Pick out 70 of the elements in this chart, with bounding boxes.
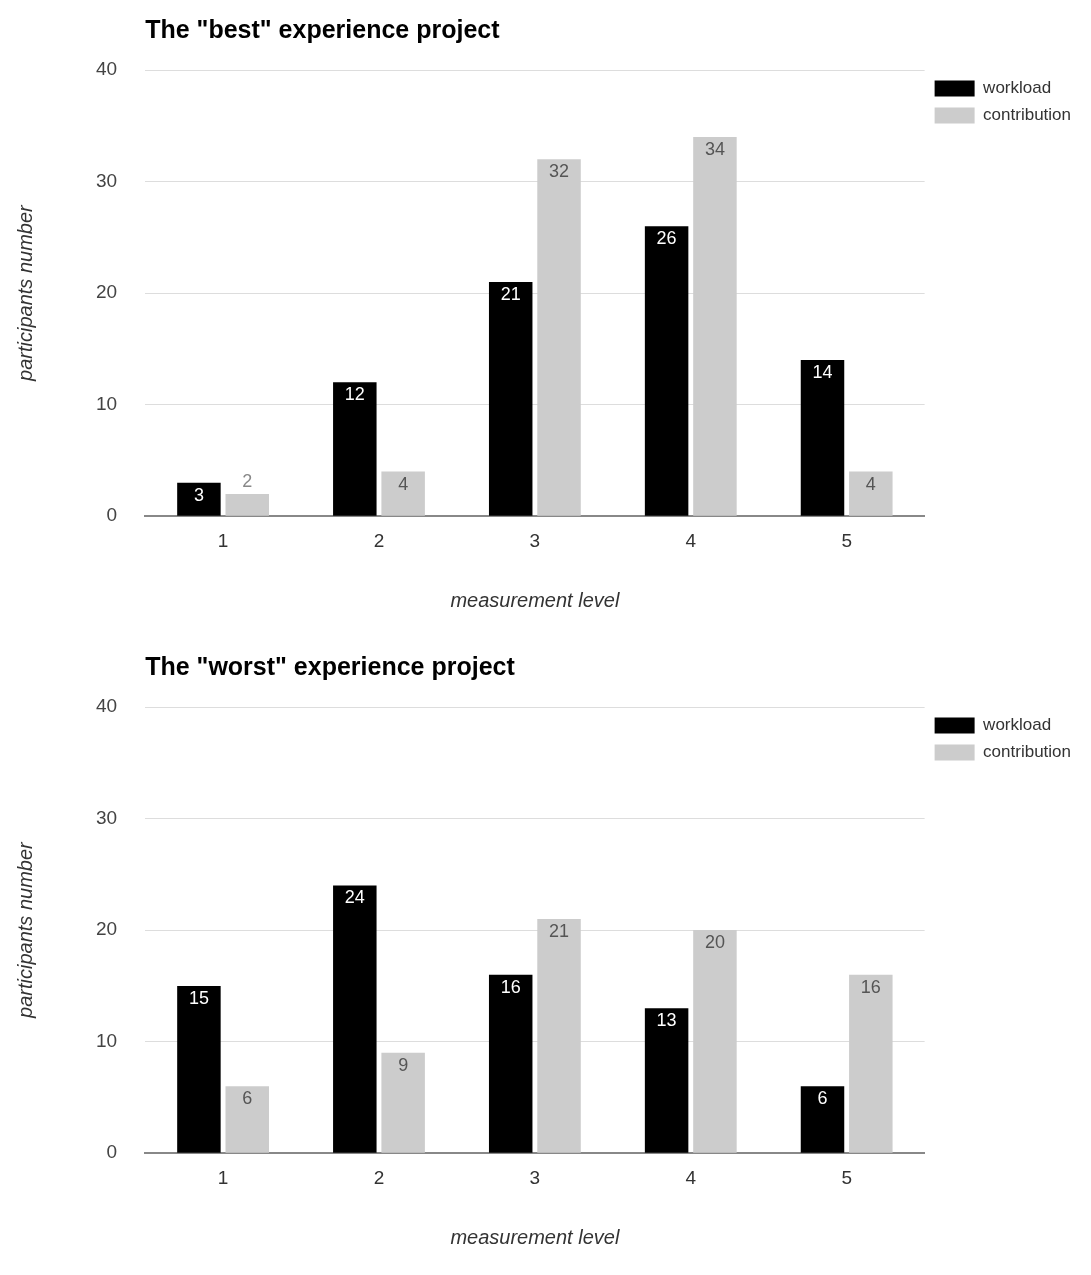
- y-tick-label: 10: [95, 1029, 118, 1051]
- y-tick-label: 0: [106, 1141, 118, 1163]
- bar: [381, 1052, 425, 1153]
- data-label: 16: [860, 976, 881, 997]
- bar: [381, 471, 425, 516]
- chart-title: The "worst" experience project: [145, 652, 516, 680]
- y-tick-label: 20: [95, 918, 118, 940]
- bar: [800, 1086, 845, 1153]
- y-axis-title: participants number: [13, 840, 36, 1019]
- data-label: 13: [656, 1010, 677, 1031]
- x-tick-label: 4: [685, 1166, 697, 1188]
- y-tick-label: 0: [106, 504, 118, 526]
- bar: [537, 159, 581, 516]
- x-tick-label: 4: [685, 529, 697, 551]
- data-label: 26: [656, 228, 677, 249]
- y-axis-title: participants number: [13, 203, 36, 382]
- bar: [333, 382, 377, 516]
- data-label: 6: [817, 1088, 828, 1109]
- bar: [177, 985, 221, 1153]
- x-tick-label: 3: [529, 1166, 541, 1188]
- x-tick-label: 5: [841, 529, 852, 551]
- y-tick-label: 30: [95, 169, 118, 191]
- x-tick-label: 3: [529, 529, 541, 551]
- data-label: 24: [344, 887, 365, 908]
- legend-label: workload: [982, 715, 1052, 735]
- x-tick-label: 2: [373, 529, 385, 551]
- y-tick-label: 20: [95, 281, 118, 303]
- data-label: 21: [500, 283, 521, 304]
- x-tick-label: 1: [217, 529, 229, 551]
- data-label: 9: [398, 1054, 409, 1075]
- y-tick-label: 10: [95, 392, 118, 414]
- bar: [849, 471, 893, 516]
- bar: [693, 930, 737, 1153]
- data-label: 4: [865, 473, 876, 494]
- bar: [225, 493, 269, 516]
- data-label: 6: [242, 1088, 253, 1109]
- data-label: 32: [549, 161, 570, 182]
- data-label: 34: [704, 138, 725, 159]
- legend-label: contribution: [983, 742, 1071, 762]
- y-tick-label: 40: [95, 58, 118, 80]
- bar: [849, 974, 893, 1153]
- bar: [488, 281, 533, 516]
- bar: [225, 1086, 269, 1153]
- bar: [800, 360, 845, 516]
- bar: [693, 136, 737, 516]
- data-label: 15: [188, 987, 209, 1008]
- bar: [644, 1008, 689, 1153]
- y-tick-label: 40: [95, 695, 118, 717]
- bar: [488, 974, 533, 1153]
- data-label: 14: [812, 362, 833, 382]
- bar: [333, 885, 377, 1153]
- data-label: 4: [398, 473, 409, 494]
- data-label: 20: [704, 932, 725, 953]
- x-tick-label: 5: [841, 1166, 852, 1188]
- data-label: 16: [500, 976, 521, 997]
- bar: [537, 918, 581, 1153]
- data-label: 21: [549, 920, 570, 941]
- legend-label: workload: [982, 78, 1052, 98]
- x-tick-label: 1: [217, 1166, 229, 1188]
- x-axis-title: measurement level: [450, 588, 620, 611]
- legend-label: contribution: [983, 105, 1071, 125]
- x-axis-title: measurement level: [450, 1225, 620, 1248]
- data-label: 3: [193, 484, 204, 505]
- bar: [177, 482, 221, 516]
- chart-title: The "best" experience project: [145, 15, 501, 43]
- data-label: 12: [344, 384, 365, 405]
- x-tick-label: 2: [373, 1166, 385, 1188]
- data-label: 2: [242, 470, 253, 491]
- y-tick-label: 30: [95, 806, 118, 828]
- bar: [644, 226, 689, 516]
